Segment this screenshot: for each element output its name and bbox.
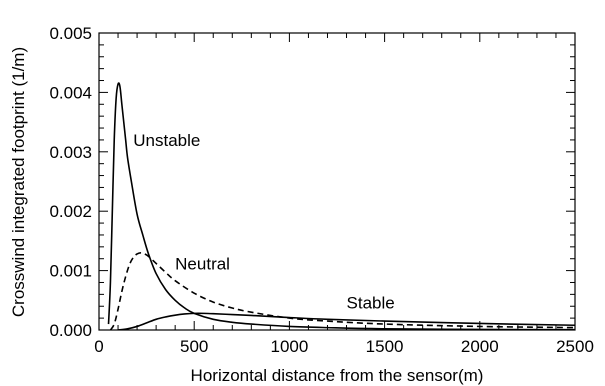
label-layer: Horizontal distance from the sensor(m) C… [9, 24, 594, 385]
annotation-neutral: Neutral [175, 254, 230, 273]
series-layer [107, 82, 575, 330]
x-tick-label: 500 [180, 337, 208, 356]
series-line-stable [117, 312, 575, 330]
y-tick-label: 0.004 [49, 83, 92, 102]
x-tick-label: 2500 [556, 337, 594, 356]
series-line-unstable [107, 82, 575, 330]
y-tick-label: 0.001 [49, 262, 92, 281]
y-axis-title: Crosswind integrated footprint (1/m) [9, 47, 28, 317]
x-tick-label: 2000 [461, 337, 499, 356]
series-line-neutral [109, 251, 575, 330]
plot-frame [98, 32, 576, 331]
y-tick-label: 0.005 [49, 24, 92, 43]
x-tick-label: 0 [94, 337, 103, 356]
y-tick-label: 0.000 [49, 321, 92, 340]
x-tick-label: 1500 [366, 337, 404, 356]
annotation-stable: Stable [347, 294, 395, 313]
y-tick-label: 0.003 [49, 143, 92, 162]
x-axis-title: Horizontal distance from the sensor(m) [191, 366, 484, 385]
annotation-unstable: Unstable [133, 131, 200, 150]
y-tick-label: 0.002 [49, 202, 92, 221]
axes-layer [98, 32, 576, 331]
x-tick-label: 1000 [270, 337, 308, 356]
